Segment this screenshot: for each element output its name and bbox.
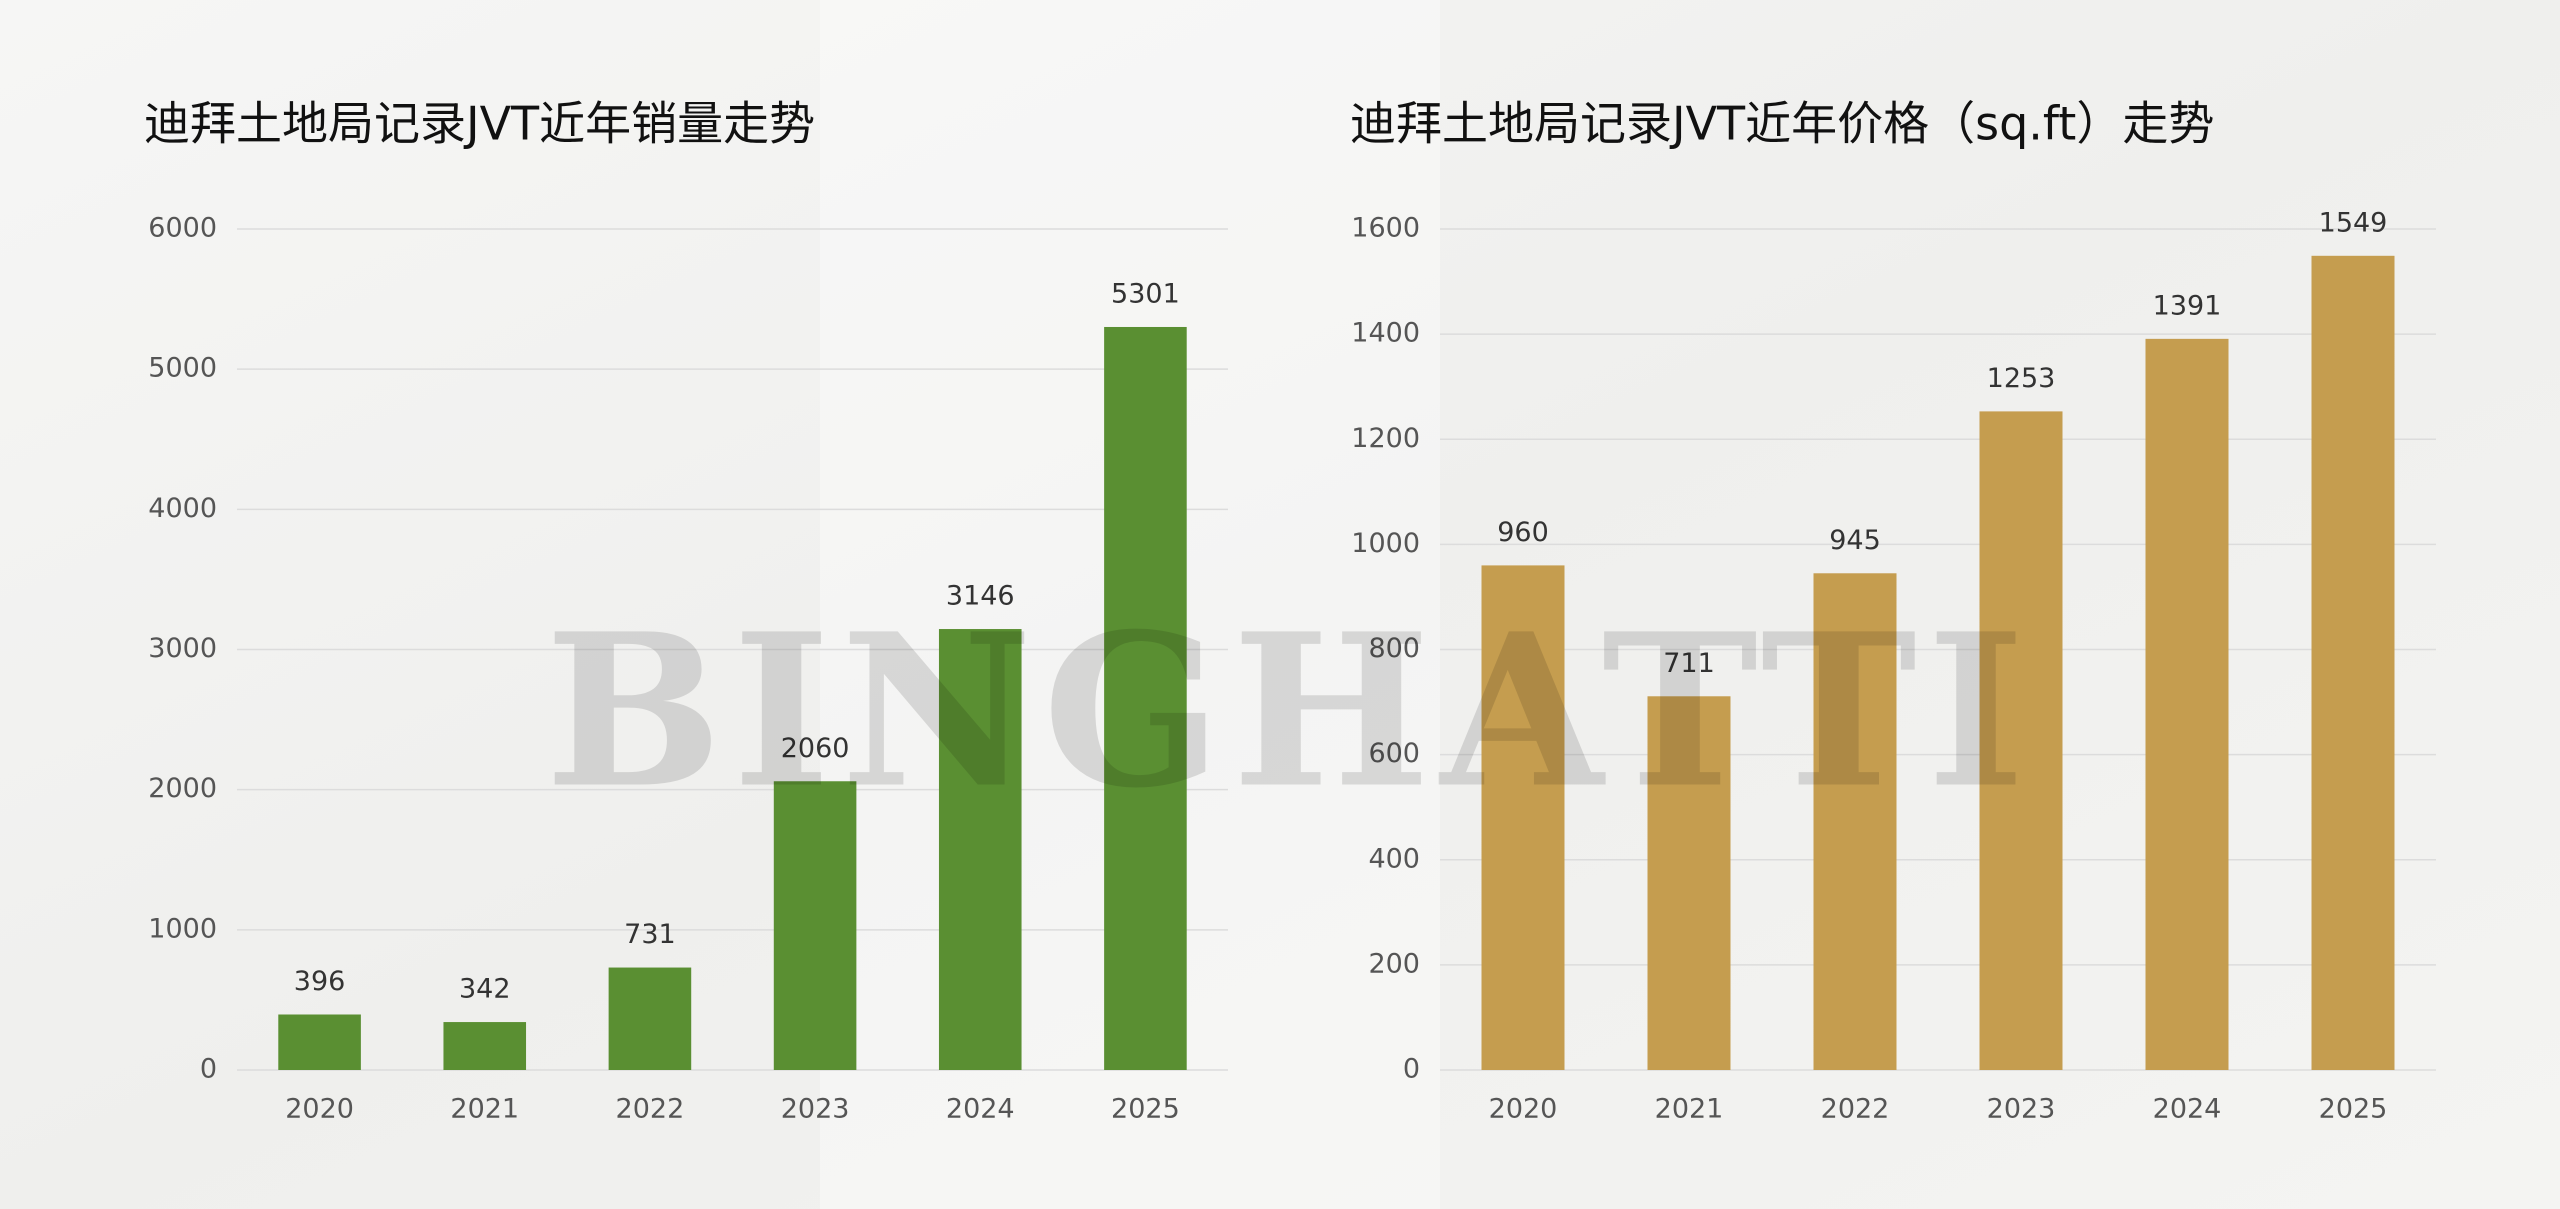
- value-label: 945: [1829, 525, 1881, 556]
- x-tick-label: 2022: [616, 1094, 685, 1125]
- x-tick-label: 2021: [450, 1094, 519, 1125]
- x-tick-label: 2022: [1821, 1094, 1890, 1125]
- y-tick-label: 4000: [148, 493, 217, 524]
- bar: [1647, 696, 1731, 1070]
- value-label: 396: [294, 966, 346, 997]
- y-tick-label: 6000: [148, 213, 217, 244]
- x-tick-label: 2020: [285, 1094, 354, 1125]
- bar: [1104, 326, 1187, 1070]
- x-tick-label: 2025: [2319, 1094, 2388, 1125]
- bar: [278, 1014, 361, 1070]
- value-label: 342: [459, 974, 511, 1005]
- charts: 迪拜土地局记录JVT近年销量走势010002000300040005000600…: [144, 97, 2436, 1125]
- value-label: 711: [1663, 648, 1715, 679]
- value-label: 3146: [946, 581, 1015, 612]
- watermark: BINGHATTI: [545, 588, 2035, 835]
- x-tick-label: 2023: [1987, 1094, 2056, 1125]
- y-tick-label: 1600: [1351, 213, 1420, 244]
- y-tick-label: 200: [1368, 948, 1420, 979]
- y-tick-label: 1000: [1351, 528, 1420, 559]
- x-tick-label: 2024: [946, 1094, 1015, 1125]
- y-tick-label: 600: [1368, 738, 1420, 769]
- bar: [443, 1022, 527, 1070]
- value-label: 731: [624, 919, 676, 950]
- y-tick-label: 1200: [1351, 423, 1420, 454]
- bar: [938, 629, 1022, 1070]
- bar: [1979, 411, 2063, 1071]
- value-label: 1391: [2153, 290, 2222, 321]
- value-label: 960: [1497, 517, 1549, 548]
- bar: [2145, 338, 2229, 1071]
- bar: [1813, 573, 1897, 1070]
- x-tick-label: 2020: [1489, 1094, 1558, 1125]
- y-tick-label: 1400: [1351, 318, 1420, 349]
- x-tick-label: 2025: [1111, 1094, 1180, 1125]
- y-tick-label: 2000: [148, 773, 217, 804]
- y-tick-label: 5000: [148, 353, 217, 384]
- x-tick-label: 2024: [2153, 1094, 2222, 1125]
- bar: [1481, 565, 1565, 1070]
- y-tick-label: 0: [200, 1054, 217, 1085]
- y-tick-label: 3000: [148, 633, 217, 664]
- x-tick-label: 2023: [781, 1094, 850, 1125]
- bar: [608, 967, 692, 1070]
- y-tick-label: 400: [1368, 843, 1420, 874]
- y-tick-label: 1000: [148, 913, 217, 944]
- chart-title: 迪拜土地局记录JVT近年销量走势: [144, 97, 815, 151]
- x-tick-label: 2021: [1655, 1094, 1724, 1125]
- bar: [773, 781, 857, 1070]
- y-tick-label: 800: [1368, 633, 1420, 664]
- chart-title: 迪拜土地局记录JVT近年价格（sq.ft）走势: [1350, 97, 2214, 151]
- bar: [2311, 255, 2395, 1070]
- value-label: 2060: [781, 733, 850, 764]
- value-label: 5301: [1111, 278, 1180, 309]
- value-label: 1549: [2319, 207, 2388, 238]
- value-label: 1253: [1987, 363, 2056, 394]
- y-tick-label: 0: [1403, 1054, 1420, 1085]
